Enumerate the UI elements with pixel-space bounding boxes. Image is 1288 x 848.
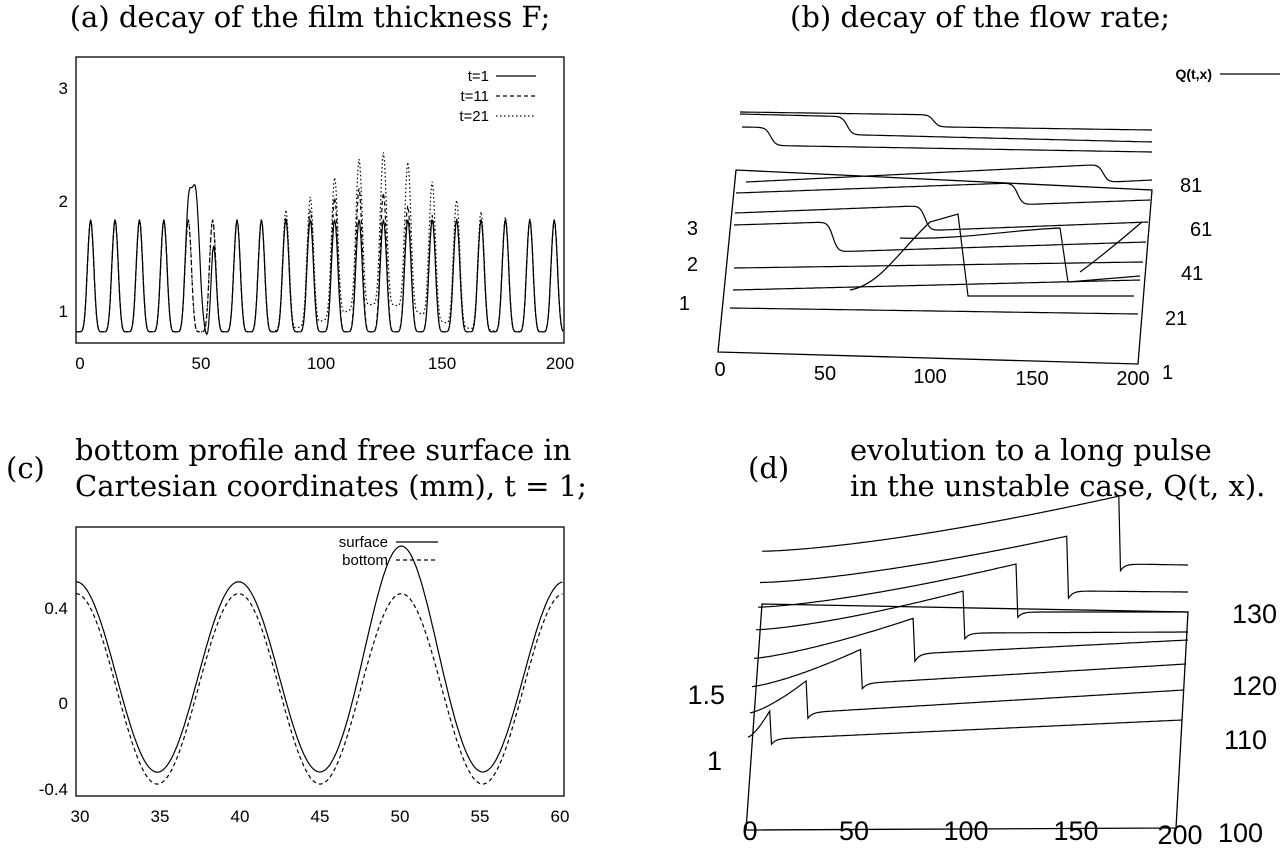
caption-c-line1: bottom profile and free surface in [75,433,571,467]
a-xtick-0: 0 [75,354,84,373]
a-xtick-3: 150 [428,354,456,373]
b-ttick-0: 1 [1162,362,1173,384]
c-xtick-4: 50 [391,807,410,826]
d-profile-0 [762,495,1188,573]
c-xtick-0: 30 [71,807,90,826]
caption-c-line2: Cartesian coordinates (mm), t = 1; [75,469,587,503]
legend-c-surface: surface [339,534,388,551]
legend-a-t1: t=1 [468,68,489,85]
legend-a-t11: t=11 [461,88,490,105]
b-ztick-2: 3 [687,218,698,240]
d-profile-2 [758,563,1188,619]
d-ttick-0: 100 [1218,818,1263,848]
b-profile-9 [730,307,1138,315]
c-xtick-3: 45 [311,807,330,826]
series-c-surface [75,545,563,773]
d-xtick-0: 0 [742,816,757,846]
curves-layer [75,111,1189,785]
b-xtick-1: 50 [814,363,836,385]
c-ytick-2: 0.4 [44,599,68,618]
b-profile-1 [739,113,1153,143]
series-a-t=1 [75,184,564,336]
caption-d-label: (d) [748,451,789,485]
caption-c-label: (c) [6,451,45,485]
caption-b: (b) decay of the flow rate; [790,0,1170,34]
b-ttick-3: 61 [1190,219,1212,241]
b-profile-4 [735,182,1151,205]
d-ttick-3: 130 [1232,599,1277,629]
b-xtick-0: 0 [714,359,725,381]
d-xtick-2: 100 [943,816,988,846]
b-profile-2 [742,126,1152,153]
b-ttick-4: 81 [1180,175,1202,197]
a-ytick-0: 1 [59,302,68,321]
d-ztick-1: 1.5 [687,680,725,710]
c-xtick-2: 40 [231,807,250,826]
b-xtick-3: 150 [1015,368,1048,390]
a-xtick-4: 200 [546,354,574,373]
d-ztick-0: 1 [707,746,722,776]
d-xtick-1: 50 [839,816,869,846]
d-profile-1 [760,535,1188,600]
a-ytick-1: 2 [59,192,68,211]
c-ytick-0: -0.4 [39,780,68,799]
d-profile-3 [755,590,1188,641]
series-c-bottom [75,593,563,785]
b-ttick-1: 21 [1165,308,1187,330]
c-xtick-5: 55 [471,807,490,826]
b-profile-0 [740,111,1152,131]
c-ytick-1: 0 [59,694,68,713]
b-profile-6 [733,221,1147,252]
a-xtick-1: 50 [192,354,211,373]
caption-d-line2: in the unstable case, Q(t, x). [850,469,1265,503]
caption-a: (a) decay of the film thickness F; [70,0,551,34]
b-front-3 [1079,221,1143,273]
b-profile-7 [734,261,1143,269]
d-ttick-1: 110 [1224,725,1267,755]
b-profile-3 [745,164,1153,183]
b-ztick-0: 1 [679,293,690,315]
legend-b-q: Q(t,x) [1175,66,1212,82]
panel-c-frame [75,526,565,797]
series-a-t=21 [75,152,564,333]
series-a-t=11 [75,188,564,333]
c-xtick-6: 60 [551,807,570,826]
b-profile-5 [734,205,1149,231]
d-xtick-3: 150 [1053,816,1098,846]
b-front-2 [899,227,1141,283]
b-front-1 [849,213,1134,297]
b-xtick-4: 200 [1116,368,1149,390]
b-ttick-2: 41 [1181,263,1203,285]
panel-d-box [745,603,1189,831]
legend-c-bottom: bottom [342,552,388,569]
b-ztick-1: 2 [687,254,698,276]
b-xtick-2: 100 [913,366,946,388]
d-profile-5 [751,648,1187,691]
caption-d-line1: evolution to a long pulse [850,433,1212,467]
panel-b-box [717,169,1153,365]
c-xtick-1: 35 [151,807,170,826]
a-xtick-2: 100 [307,354,335,373]
legend-a-t21: t=21 [459,108,489,125]
d-profile-6 [749,679,1185,720]
d-ttick-2: 120 [1232,671,1277,701]
panel-a-frame [75,56,565,344]
d-xtick-4: 200 [1157,820,1202,848]
a-ytick-2: 3 [59,79,68,98]
d-profile-7 [747,709,1183,746]
d-profile-4 [753,617,1189,663]
